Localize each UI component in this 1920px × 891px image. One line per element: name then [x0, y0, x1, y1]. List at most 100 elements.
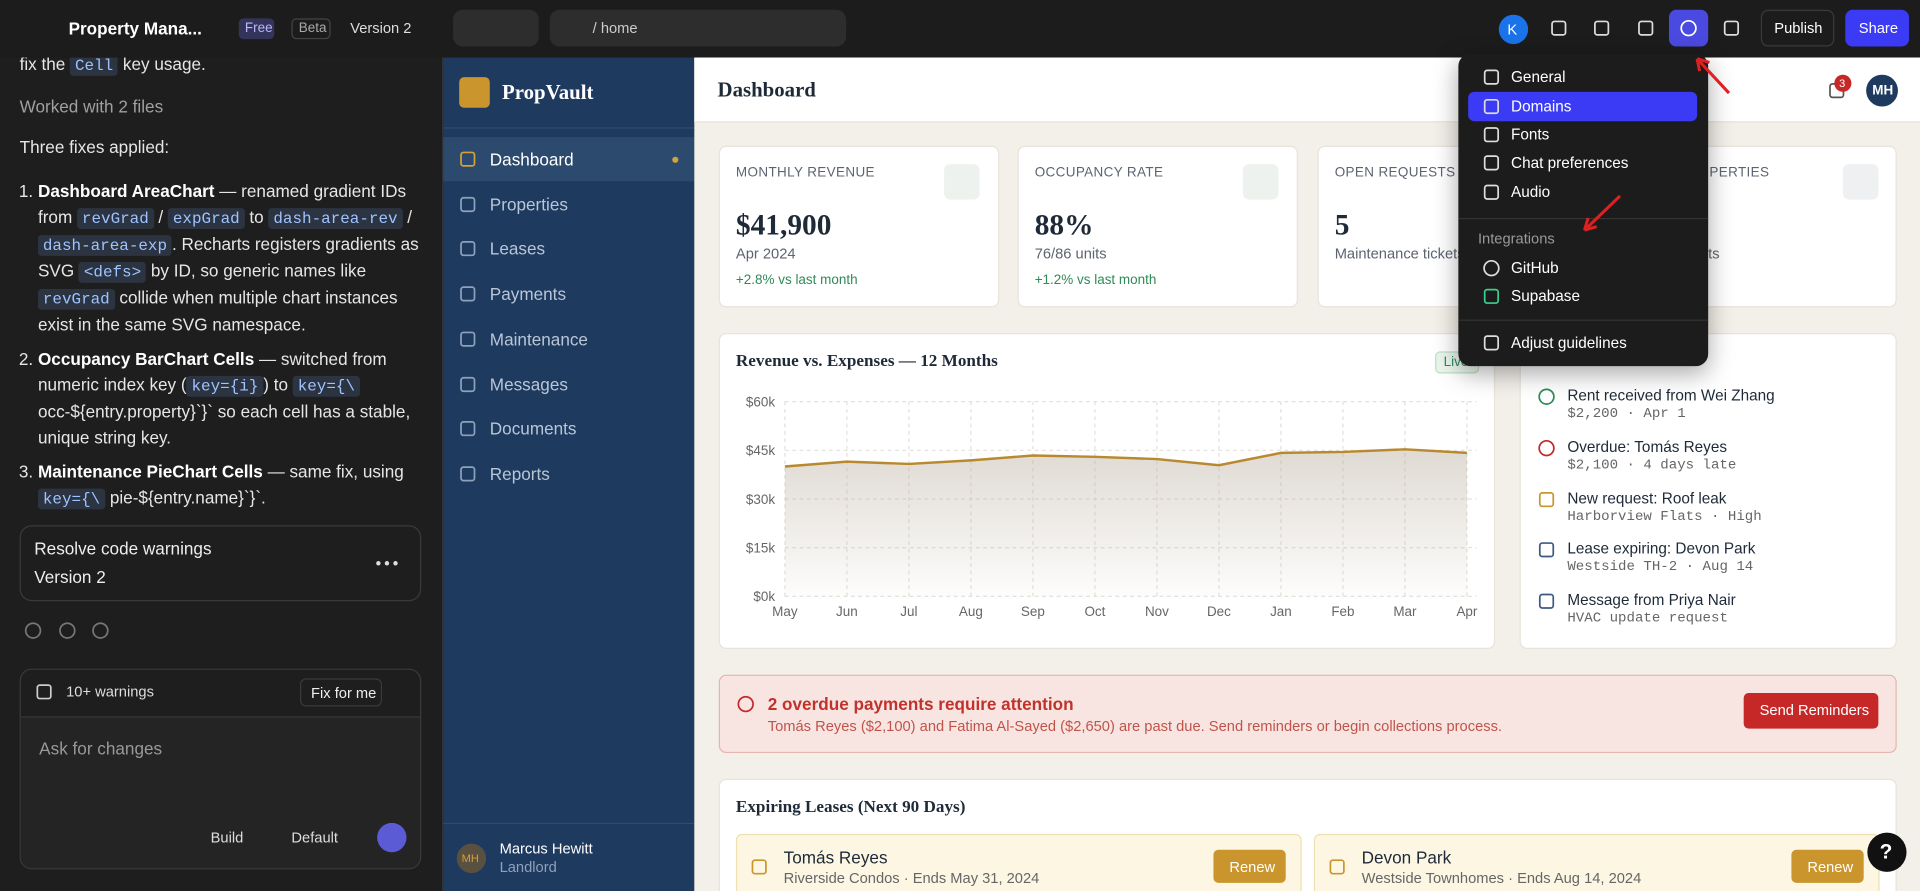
nav-item[interactable]: Maintenance	[489, 329, 588, 349]
stat-icon	[1242, 164, 1279, 200]
shape	[1538, 491, 1555, 507]
header-avatar[interactable]	[1866, 74, 1898, 107]
renew-label[interactable]: Renew	[1807, 858, 1854, 876]
prompt-input[interactable]	[20, 716, 421, 869]
text-run: Cell	[70, 55, 119, 76]
share-button[interactable]	[1845, 9, 1909, 47]
shape	[460, 331, 476, 347]
shape	[460, 376, 476, 392]
text-run: dash-area-exp	[37, 235, 172, 256]
nav-item[interactable]: Reports	[489, 463, 550, 484]
user-avatar	[456, 843, 487, 874]
icon	[1723, 20, 1740, 36]
stat-sub: Apr 2024	[735, 244, 796, 263]
shape	[1538, 593, 1555, 610]
x-tick-label: May	[772, 604, 798, 619]
chart: $0k $15k $30k $45k $60k May Jun Jul Aug Sep Oct Nov…	[746, 395, 1478, 619]
icon	[460, 151, 476, 167]
publish-label[interactable]: Publish	[1774, 19, 1823, 37]
user-initials: MH	[461, 852, 479, 865]
x-tick-label: Sep	[1021, 604, 1045, 619]
menu-item[interactable]: Audio	[1511, 183, 1551, 201]
nav-item[interactable]: Dashboard	[489, 149, 574, 169]
text-run: Occupancy BarChart Cells	[37, 348, 255, 369]
help-button[interactable]	[1867, 832, 1907, 872]
activity-detail: Harborview Flats · High	[1567, 508, 1762, 525]
shape	[1551, 20, 1567, 36]
settings-button[interactable]	[1668, 9, 1709, 47]
avatar	[1498, 14, 1529, 45]
area-fill	[784, 449, 1467, 597]
renew-button[interactable]	[1213, 849, 1286, 883]
renew-button[interactable]	[1791, 849, 1864, 883]
icon	[1680, 19, 1697, 37]
project-name[interactable]: Property Mana...	[68, 18, 202, 38]
publish-button[interactable]	[1760, 9, 1835, 47]
stat-value: 5	[1334, 210, 1350, 242]
shape	[59, 622, 76, 639]
renew-label[interactable]: Renew	[1229, 858, 1276, 876]
text-run: revGrad	[37, 288, 115, 310]
share-label[interactable]: Share	[1858, 19, 1898, 37]
badge: Beta	[298, 20, 327, 36]
nav-item[interactable]: Properties	[489, 194, 568, 214]
reminder-button[interactable]	[1743, 693, 1879, 729]
nav-item[interactable]: Leases	[489, 239, 546, 259]
nav-selected[interactable]	[443, 137, 695, 182]
icon	[1594, 20, 1610, 36]
text-run: key={i}	[186, 375, 264, 397]
nav-item[interactable]: Documents	[489, 419, 577, 439]
mic-button[interactable]	[377, 822, 407, 853]
text-run: /	[153, 206, 168, 227]
help-label[interactable]: ?	[1879, 840, 1893, 864]
stat-label: PERTIES	[1709, 165, 1770, 181]
icon	[1483, 184, 1500, 200]
menu-item[interactable]: Adjust guidelines	[1511, 334, 1627, 352]
fix-button-label[interactable]: Fix for me	[311, 684, 377, 702]
menu-selected[interactable]	[1468, 91, 1698, 122]
icon	[460, 466, 476, 482]
menu-item[interactable]: General	[1511, 68, 1566, 86]
shape	[1483, 69, 1500, 85]
beta-pill	[291, 18, 331, 40]
text-run: Maintenance PieChart Cells	[37, 461, 263, 482]
plan: Free	[244, 20, 273, 36]
menu-item[interactable]: Supabase	[1511, 287, 1580, 305]
chat-text: fix the Cell key usage.	[20, 51, 424, 76]
menu-item[interactable]: Domains	[1511, 97, 1572, 116]
url-bar[interactable]	[549, 9, 847, 47]
menu-item[interactable]: Chat preferences	[1511, 154, 1629, 172]
header-initials: MH	[1872, 83, 1894, 98]
icon	[460, 241, 476, 257]
icon	[1329, 859, 1345, 875]
worked-files[interactable]: Worked with 2 files	[19, 96, 164, 117]
icon	[24, 622, 42, 639]
divider	[443, 127, 695, 129]
shape	[460, 196, 476, 212]
menu-item[interactable]: Fonts	[1511, 126, 1550, 144]
icon	[59, 622, 76, 639]
shape	[460, 421, 476, 437]
view-toggle[interactable]	[453, 9, 539, 47]
version-select[interactable]: Version 2	[350, 19, 412, 37]
text-run: — renamed gradient IDs from	[37, 181, 407, 227]
nav-item[interactable]: Messages	[489, 374, 568, 394]
shape	[1329, 859, 1345, 875]
y-tick-label: $15k	[746, 541, 775, 556]
y-tick-label: $0k	[753, 589, 775, 604]
model-select[interactable]: Default	[291, 828, 338, 847]
menu-item[interactable]: GitHub	[1511, 259, 1559, 277]
fix-button[interactable]	[300, 678, 383, 707]
icon	[1483, 69, 1500, 85]
reminder-label[interactable]: Send Reminders	[1759, 701, 1870, 719]
activity-title: New request: Roof leak	[1567, 489, 1727, 507]
mode-select[interactable]: Build	[210, 828, 244, 847]
menu-section: Integrations	[1477, 230, 1555, 248]
shape	[460, 286, 476, 302]
text-run: . Recharts registers gradients as SVG	[37, 233, 419, 281]
shape	[1538, 542, 1555, 558]
icon	[460, 421, 476, 437]
chat-text: Three fixes applied:	[19, 137, 170, 157]
nav-item[interactable]: Payments	[489, 284, 567, 304]
version-title: Resolve code warnings	[34, 538, 212, 559]
